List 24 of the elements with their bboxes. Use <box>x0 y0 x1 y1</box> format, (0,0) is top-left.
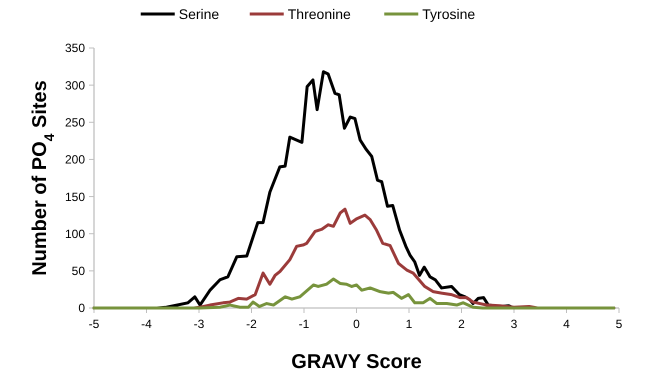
legend-label: Threonine <box>288 6 352 22</box>
x-tick-label: -2 <box>246 317 258 331</box>
y-tick-label: 0 <box>78 301 86 316</box>
x-tick-label: -1 <box>298 317 310 331</box>
y-tick-label: 150 <box>64 190 86 204</box>
y-tick-label: 100 <box>64 226 86 241</box>
y-tick-label: 250 <box>64 115 86 130</box>
legend-label: Tyrosine <box>422 6 476 22</box>
x-tick-label: 0 <box>353 317 360 331</box>
x-tick-label: -3 <box>194 317 205 331</box>
x-tick-label: -5 <box>88 317 100 331</box>
x-tick-label: -4 <box>141 317 152 331</box>
x-axis-title: GRAVY Score <box>291 351 422 373</box>
y-tick-label: 300 <box>64 78 86 92</box>
line-series <box>92 278 616 310</box>
y-tick-label: 50 <box>72 264 86 278</box>
x-tick-label: 4 <box>563 317 570 331</box>
y-tick-label: 350 <box>64 41 86 56</box>
x-tick-label: 1 <box>406 317 413 331</box>
x-tick-label: 3 <box>510 317 518 331</box>
legend-label: Serine <box>178 6 220 22</box>
x-tick-label: 5 <box>616 317 623 331</box>
x-tick-label: 2 <box>458 317 466 331</box>
y-tick-label: 200 <box>64 152 86 167</box>
